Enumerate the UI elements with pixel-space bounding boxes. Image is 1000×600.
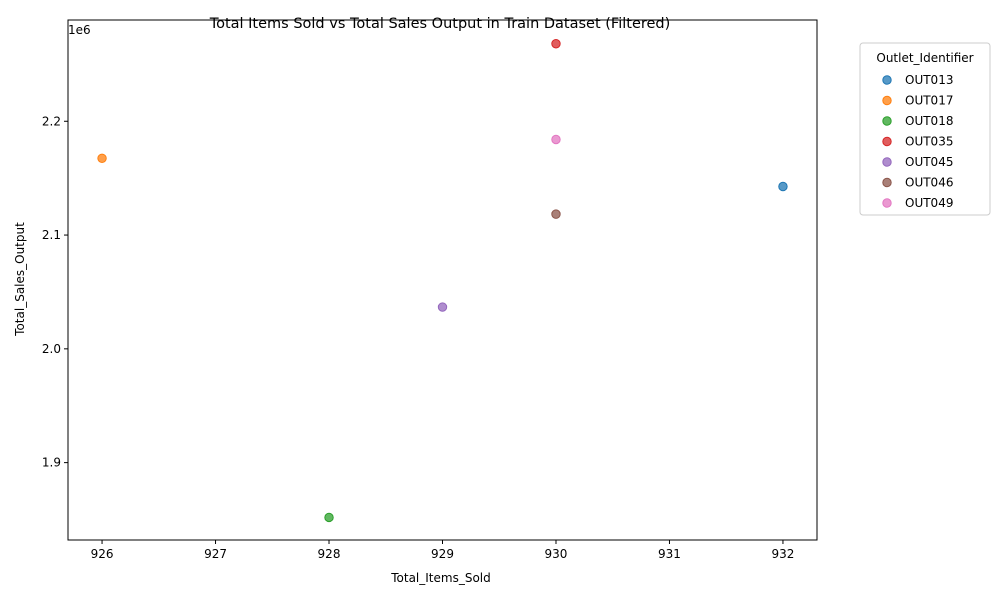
y-tick-label: 1.9 [42,456,61,470]
legend: Outlet_Identifier OUT013OUT017OUT018OUT0… [859,42,991,216]
chart-title: Total Items Sold vs Total Sales Output i… [209,16,671,32]
legend-marker [882,116,892,126]
legend-label: OUT049 [905,196,953,210]
x-axis-ticks: 926 927 928 929 930 931 932 [91,540,795,561]
legend-item-out046: OUT046 [882,176,953,190]
legend-marker [882,157,892,167]
legend-marker [882,198,892,208]
data-point-out013 [778,181,788,192]
x-tick-label: 928 [318,547,341,561]
x-axis-label: Total_Items_Sold [390,571,491,585]
legend-label: OUT017 [905,94,953,108]
data-point-out049 [551,134,561,145]
data-point-out018 [324,512,334,523]
legend-marker [882,75,892,85]
y-axis-ticks: 1.9 2.0 2.1 2.2 [42,114,68,470]
data-point-out045 [437,302,448,312]
y-axis-offset-label: 1e6 [68,23,91,37]
legend-item-out045: OUT045 [882,155,953,169]
legend-marker [882,177,892,188]
y-tick-label: 2.1 [42,228,61,242]
legend-item-out018: OUT018 [882,114,953,128]
legend-item-out035: OUT035 [882,135,953,149]
legend-label: OUT035 [905,135,953,149]
legend-items: OUT013 OUT017 OUT018 OUT035 OUT045 OUT046 OUT0… [882,73,953,210]
x-tick-label: 927 [204,547,227,561]
legend-marker [882,136,892,147]
legend-title: Outlet_Identifier [876,51,973,65]
x-tick-label: 932 [772,547,795,561]
legend-item-out049: OUT049 [882,196,953,210]
legend-label: OUT045 [905,155,953,169]
x-tick-label: 926 [91,547,114,561]
legend-label: OUT018 [905,114,953,128]
x-tick-label: 929 [431,547,454,561]
y-tick-label: 2.2 [42,114,61,128]
legend-marker [882,95,892,106]
data-point-out046 [551,209,561,219]
legend-label: OUT013 [905,73,953,87]
legend-item-out013: OUT013 [882,73,953,87]
legend-label: OUT046 [905,176,953,190]
x-tick-label: 931 [658,547,681,561]
x-tick-label: 930 [545,547,568,561]
legend-item-out017: OUT017 [882,94,953,108]
y-tick-label: 2.0 [42,342,61,356]
data-point-out017 [97,153,107,163]
data-points [97,39,788,523]
data-point-out035 [551,39,561,49]
y-axis-label: Total_Sales_Output [13,222,27,337]
legend-box [859,42,991,216]
plot-area-frame [67,19,818,541]
